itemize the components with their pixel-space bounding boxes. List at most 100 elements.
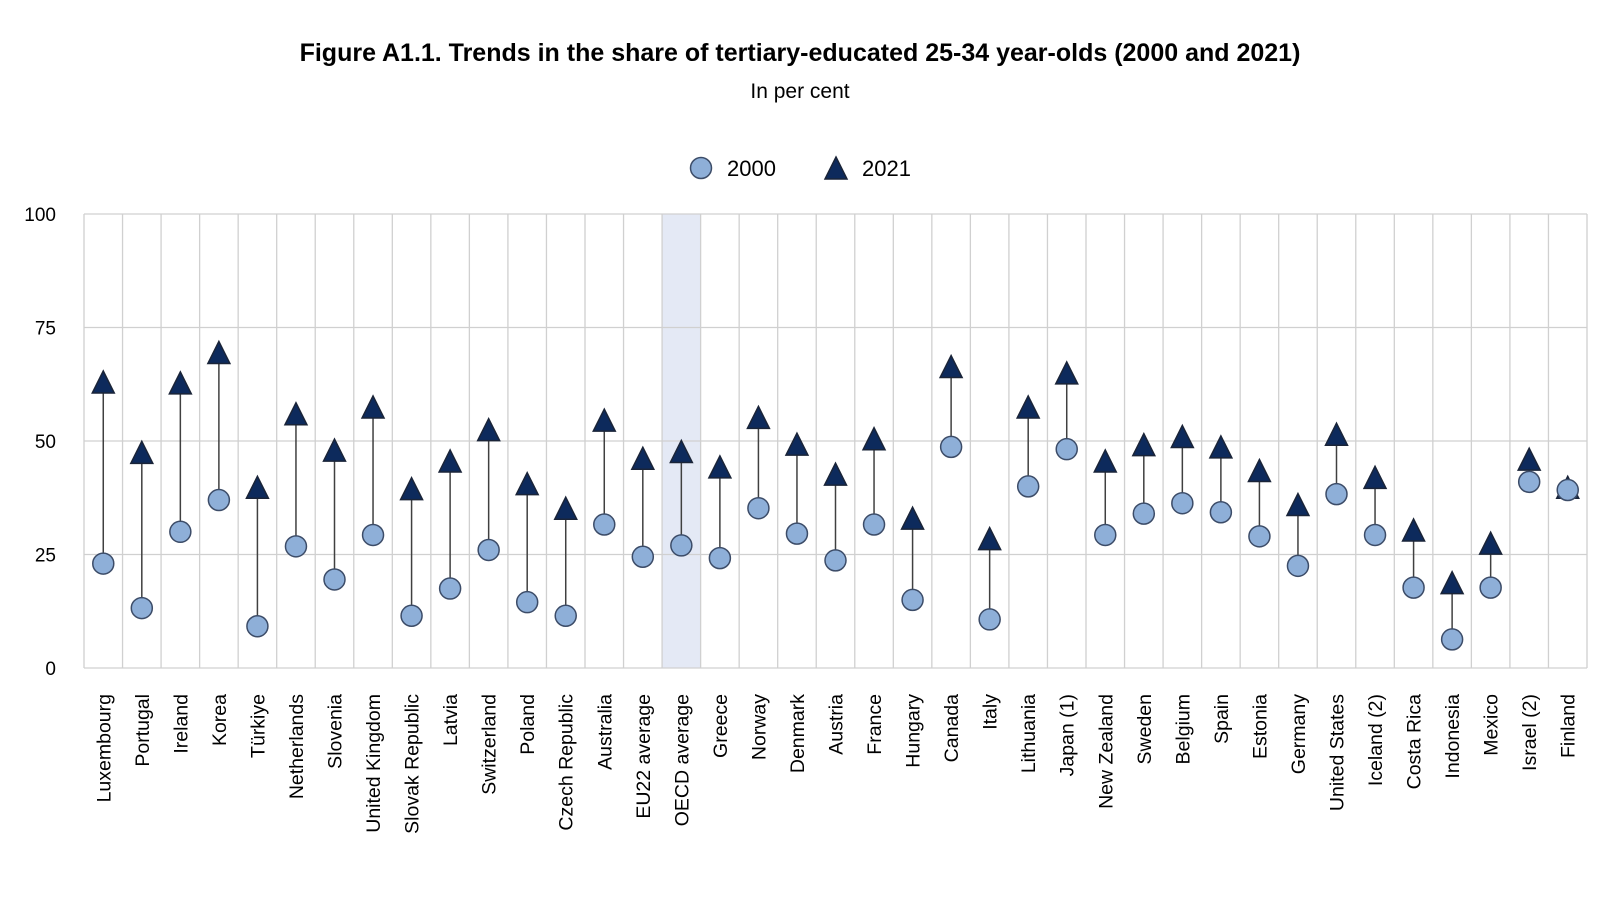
point-2021 <box>553 495 578 520</box>
point-2000 <box>824 549 847 572</box>
point-2000 <box>92 552 115 575</box>
point-2000 <box>1517 470 1541 494</box>
point-2000 <box>1440 628 1464 651</box>
x-tick-label: Slovak Republic <box>402 694 424 834</box>
x-tick-label: Latvia <box>440 694 462 746</box>
point-2000 <box>400 604 423 628</box>
x-tick-label: Austria <box>826 694 848 755</box>
point-2021 <box>1015 394 1041 419</box>
x-tick-label: EU22 average <box>633 694 655 819</box>
x-tick-label: Netherlands <box>286 694 308 799</box>
point-2000 <box>978 608 1001 631</box>
point-2000 <box>1094 523 1117 547</box>
point-2021 <box>360 394 386 419</box>
point-2021 <box>245 474 270 500</box>
point-2021 <box>514 470 540 496</box>
point-2021 <box>1170 423 1195 449</box>
x-tick-label: Hungary <box>903 694 925 768</box>
point-2000 <box>1325 482 1348 506</box>
point-2021 <box>784 431 810 456</box>
x-tick-label: Denmark <box>787 694 809 773</box>
x-tick-label: Switzerland <box>479 694 501 795</box>
point-2000 <box>593 513 616 536</box>
y-tick-label: 50 <box>35 432 56 453</box>
point-2000 <box>1132 502 1156 525</box>
x-tick-label: Slovenia <box>325 694 347 769</box>
point-2000 <box>1016 475 1040 498</box>
point-2021 <box>669 438 694 464</box>
point-2000 <box>284 535 308 558</box>
x-tick-label: Indonesia <box>1442 694 1464 779</box>
point-2000 <box>901 588 924 612</box>
point-2000 <box>477 538 500 562</box>
x-tick-label: Türkiye <box>247 694 269 758</box>
legend: 2000 2021 <box>689 155 911 181</box>
point-2000 <box>1209 501 1233 524</box>
x-tick-label: France <box>864 694 886 755</box>
point-2021 <box>1401 517 1426 542</box>
point-2021 <box>322 437 347 462</box>
point-2021 <box>1516 446 1542 471</box>
point-2000 <box>515 590 539 614</box>
point-2000 <box>1248 525 1271 548</box>
point-2000 <box>1363 523 1387 547</box>
x-tick-label: Ireland <box>170 694 192 754</box>
x-tick-label: Luxembourg <box>93 694 115 802</box>
point-2000 <box>361 523 385 547</box>
x-tick-label: Sweden <box>1134 694 1156 764</box>
point-2021 <box>1285 491 1311 517</box>
x-tick-label: Lithuania <box>1018 694 1040 773</box>
point-2000 <box>785 522 809 545</box>
legend-label-2021: 2021 <box>862 156 911 181</box>
point-2021 <box>707 454 733 479</box>
point-2021 <box>1439 569 1465 595</box>
point-2021 <box>1478 530 1503 555</box>
point-2000 <box>246 614 269 638</box>
point-2000 <box>939 435 963 459</box>
x-tick-label: Iceland (2) <box>1365 694 1387 786</box>
x-tick-label: Norway <box>748 694 770 760</box>
x-tick-label: Italy <box>980 694 1002 730</box>
y-tick-label: 100 <box>24 205 56 226</box>
point-2021 <box>476 416 501 442</box>
point-2000 <box>747 496 770 520</box>
x-tick-label: Japan (1) <box>1057 694 1079 776</box>
x-tick-label: Korea <box>209 694 231 746</box>
point-2000 <box>207 488 231 512</box>
point-2021 <box>1208 434 1234 459</box>
x-tick-label: New Zealand <box>1095 694 1117 809</box>
point-2021 <box>977 525 1002 551</box>
chart-title: Figure A1.1. Trends in the share of tert… <box>300 39 1301 67</box>
point-2021 <box>630 445 656 471</box>
point-2000 <box>862 513 886 536</box>
point-2021 <box>861 426 887 451</box>
point-2000 <box>1556 478 1579 502</box>
y-tick-label: 0 <box>45 659 56 680</box>
point-2021 <box>592 407 617 432</box>
point-2021 <box>1362 464 1388 490</box>
legend-label-2000: 2000 <box>727 156 776 181</box>
y-tick-label: 25 <box>35 546 56 567</box>
x-tick-label: Costa Rica <box>1404 694 1426 790</box>
point-2000 <box>1479 576 1502 599</box>
x-tick-label: Portugal <box>132 694 154 767</box>
point-2021 <box>1324 421 1349 446</box>
point-2000 <box>130 596 154 620</box>
point-2021 <box>1131 431 1157 457</box>
x-tick-label: Israel (2) <box>1519 694 1541 771</box>
point-2021 <box>129 439 155 465</box>
legend-circle-marker <box>689 156 713 180</box>
point-2000 <box>169 520 192 544</box>
point-2000 <box>1055 437 1078 461</box>
x-tick-label: Finland <box>1558 694 1580 758</box>
x-tick-label: Spain <box>1211 694 1233 744</box>
point-2021 <box>1054 360 1079 385</box>
point-2021 <box>168 370 193 395</box>
x-tick-label: Greece <box>710 694 732 758</box>
point-2021 <box>938 353 964 379</box>
point-2021 <box>399 475 424 501</box>
x-tick-label: United States <box>1327 694 1349 811</box>
point-2000 <box>1171 491 1194 515</box>
point-2000 <box>1286 554 1310 578</box>
